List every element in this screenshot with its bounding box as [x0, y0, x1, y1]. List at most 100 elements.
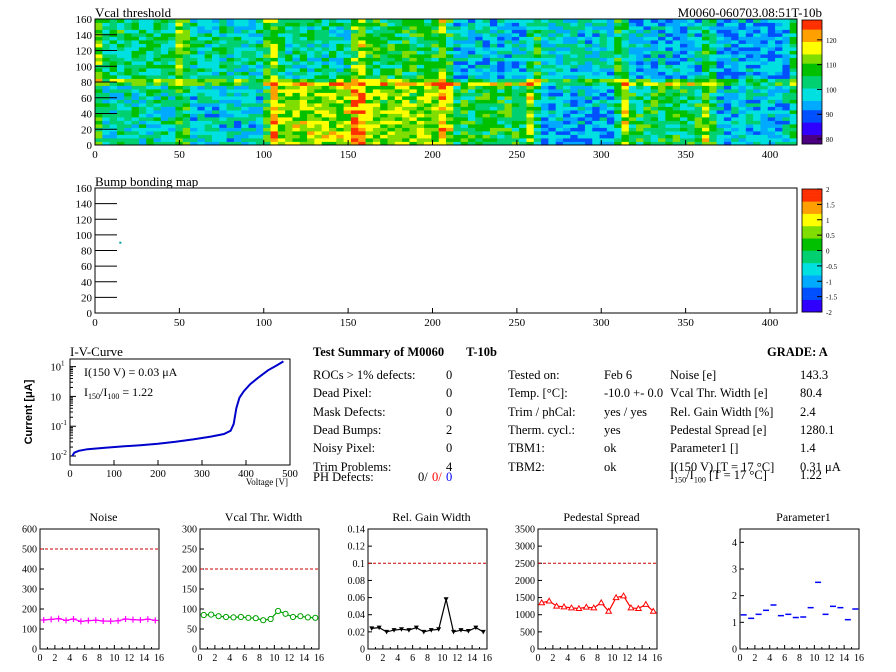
vcal-map-cell: [548, 71, 557, 76]
vcal-map-cell: [628, 110, 637, 114]
vcal-map-cell: [658, 22, 666, 27]
vcal-map-cell: [146, 78, 154, 83]
vcal-map-cell: [438, 40, 447, 44]
vcal-map-cell: [519, 127, 527, 132]
vcal-map-cell: [336, 75, 345, 79]
vcal-map-cell: [665, 124, 674, 128]
vcal-map-cell: [606, 124, 615, 128]
vcal-map-cell: [519, 120, 527, 125]
vcal-map-cell: [438, 138, 447, 142]
vcal-colorbar-cell: [802, 47, 822, 52]
vcal-map-cell: [745, 75, 754, 79]
vcal-map-cell: [307, 141, 315, 146]
trend-y-tick-label: 0: [32, 645, 37, 656]
vcal-map-cell: [753, 68, 761, 72]
vcal-map-cell: [255, 134, 264, 139]
vcal-map-cell: [533, 103, 542, 107]
vcal-map-cell: [650, 36, 659, 41]
vcal-map-cell: [665, 40, 674, 44]
vcal-map-cell: [292, 22, 301, 27]
vcal-map-cell: [782, 68, 791, 72]
vcal-map-cell: [204, 134, 213, 139]
vcal-map-cell: [636, 75, 644, 79]
vcal-map-cell: [570, 117, 579, 121]
vcal-map-cell: [255, 96, 264, 100]
vcal-map-cell: [687, 110, 696, 114]
vcal-map-cell: [453, 141, 462, 146]
vcal-map-cell: [694, 47, 703, 51]
vcal-map-cell: [182, 110, 191, 114]
vcal-map-cell: [475, 43, 483, 48]
vcal-map-cell: [760, 82, 769, 86]
vcal-map-cell: [233, 89, 242, 93]
vcal-map-cell: [789, 92, 798, 97]
vcal-y-tick-label: 20: [81, 124, 93, 136]
vcal-map-cell: [467, 117, 476, 121]
vcal-map-cell: [592, 82, 600, 86]
vcal-map-cell: [745, 99, 754, 104]
trend-y-tick-label: 400: [22, 565, 37, 576]
vcal-map-cell: [519, 50, 527, 55]
vcal-map-cell: [109, 22, 118, 27]
vcal-map-cell: [299, 96, 308, 100]
vcal-map-cell: [182, 117, 191, 121]
vcal-map-cell: [680, 89, 688, 93]
vcal-map-cell: [153, 117, 162, 121]
vcal-x-tick-label: 100: [256, 149, 273, 161]
vcal-map-cell: [482, 89, 491, 93]
vcal-map-cell: [563, 92, 571, 97]
vcal-map-cell: [738, 40, 747, 44]
vcal-map-cell: [336, 117, 345, 121]
vcal-map-cell: [533, 106, 542, 111]
vcal-map-cell: [329, 89, 337, 93]
vcal-map-cell: [504, 82, 513, 86]
vcal-map-cell: [570, 54, 579, 58]
vcal-map-cell: [584, 141, 593, 146]
vcal-map-cell: [321, 85, 330, 90]
vcal-map-cell: [321, 141, 330, 146]
vcal-map-cell: [233, 43, 242, 48]
trend-point: [473, 625, 479, 631]
vcal-map-cell: [182, 99, 191, 104]
vcal-map-cell: [526, 85, 535, 90]
vcal-map-cell: [658, 82, 666, 86]
vcal-map-cell: [116, 33, 125, 37]
vcal-map-cell: [760, 127, 769, 132]
vcal-map-cell: [241, 71, 249, 76]
vcal-map-cell: [212, 99, 220, 104]
vcal-map-cell: [475, 127, 483, 132]
vcal-map-cell: [277, 96, 286, 100]
vcal-map-cell: [138, 92, 147, 97]
vcal-map-cell: [372, 106, 381, 111]
bump-colorbar-cell: [802, 284, 822, 288]
vcal-map-cell: [548, 134, 557, 139]
vcal-map-cell: [168, 141, 176, 146]
vcal-map-cell: [563, 19, 571, 23]
vcal-map-cell: [138, 127, 147, 132]
vcal-map-cell: [694, 54, 703, 58]
vcal-map-cell: [745, 50, 754, 55]
vcal-map-cell: [577, 68, 586, 72]
vcal-map-cell: [584, 47, 593, 51]
vcal-map-cell: [716, 106, 725, 111]
trend-x-tick-label: 8: [425, 653, 430, 664]
vcal-map-cell: [365, 134, 374, 139]
vcal-map-cell: [497, 50, 505, 55]
vcal-map-cell: [541, 29, 549, 34]
vcal-map-cell: [372, 92, 381, 97]
vcal-map-cell: [541, 64, 549, 69]
bump-colorbar-cell: [802, 225, 822, 230]
vcal-map-cell: [270, 36, 279, 41]
vcal-map-cell: [599, 33, 608, 37]
vcal-map-cell: [277, 110, 286, 114]
vcal-map-cell: [606, 64, 615, 69]
vcal-map-cell: [131, 85, 140, 90]
vcal-map-cell: [680, 54, 688, 58]
vcal-map-cell: [372, 29, 381, 34]
vcal-map-cell: [109, 103, 118, 107]
vcal-map-cell: [160, 113, 169, 118]
vcal-map-cell: [343, 141, 352, 146]
vcal-map-cell: [233, 33, 242, 37]
vcal-map-cell: [197, 75, 206, 79]
vcal-map-cell: [453, 113, 462, 118]
